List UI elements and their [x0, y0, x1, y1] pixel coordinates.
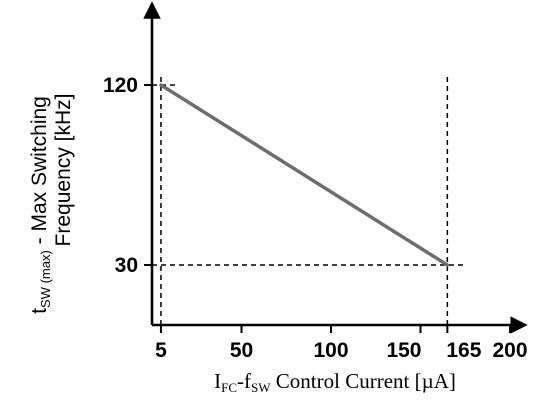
x-axis-label: IFC-fSW Control Current [µA]: [214, 369, 456, 395]
x-axis-label-part: -f: [237, 369, 251, 393]
y-axis-label-part: - Max Switching: [28, 96, 51, 250]
x-tick-label: 150: [386, 339, 421, 362]
x-tick-label: 200: [492, 339, 527, 362]
y-axis-label-subscript: SW: [38, 286, 53, 308]
y-tick-label: 30: [115, 254, 138, 277]
y-axis-label-line-2: Frequency [kHz]: [52, 94, 75, 247]
y-tick-label: 120: [103, 74, 138, 97]
x-axis-label-part: I: [214, 369, 221, 393]
x-axis-label-part: Control Current [µA]: [271, 369, 456, 393]
x-axis-ticks: 5 50 100 150 165 200: [155, 325, 528, 362]
x-tick-label: 5: [155, 339, 167, 362]
x-axis-label-subscript: SW: [251, 380, 271, 395]
x-tick-label: 165: [446, 339, 481, 362]
y-axis-label-subscript: (max): [38, 250, 53, 287]
x-tick-label: 50: [230, 339, 253, 362]
series-line: [159, 83, 450, 267]
x-tick-label: 100: [313, 339, 348, 362]
reference-lines: [152, 73, 466, 325]
y-axis-ticks: 120 30: [103, 74, 152, 277]
y-axis-label-line-1: tSW (max) - Max Switching: [28, 96, 53, 314]
x-axis-label-subscript: FC: [221, 380, 237, 395]
y-axis-label-part: t: [28, 308, 51, 314]
